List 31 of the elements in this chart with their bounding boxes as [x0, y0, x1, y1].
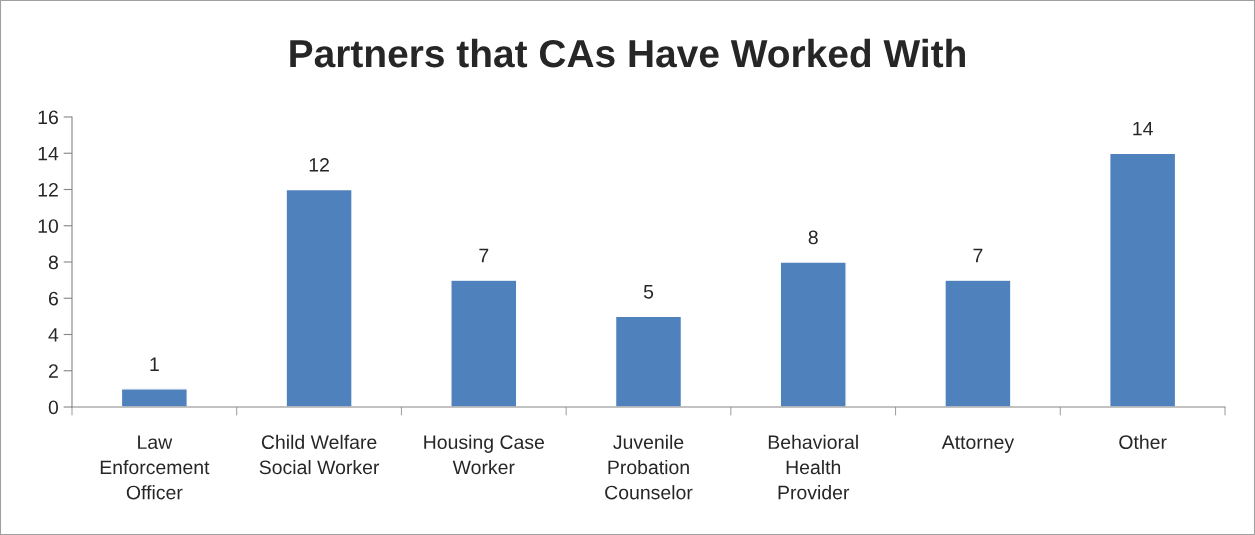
x-tick-label: Law Enforcement Officer: [100, 435, 210, 500]
data-label: 12: [309, 158, 329, 172]
data-label: 14: [1133, 121, 1153, 136]
y-tick-label: 6: [48, 291, 58, 306]
y-tick-label: 4: [48, 328, 59, 342]
x-tick-label: Attorney: [941, 435, 1015, 453]
x-tick-label: Housing Case Worker: [424, 434, 544, 475]
y-tick-label: 10: [38, 219, 59, 233]
y-tick-label: 14: [38, 146, 59, 161]
bar: [779, 261, 847, 407]
x-tick-label: Child Welfare Social Worker: [259, 434, 380, 475]
y-tick-label: 0: [48, 400, 59, 415]
chart-title: Partners that CAs Have Worked With: [290, 38, 965, 68]
bar: [614, 315, 683, 407]
bar: [285, 188, 353, 407]
bar: [944, 279, 1012, 407]
data-label: 5: [643, 285, 654, 299]
y-tick-label: 16: [38, 110, 58, 125]
bar: [450, 279, 518, 407]
y-tick-label: 12: [38, 182, 58, 197]
data-label: 1: [150, 357, 159, 371]
data-label: 7: [479, 248, 489, 263]
bar: [1109, 152, 1177, 407]
x-tick-label: Other: [1119, 434, 1167, 450]
data-label: 7: [973, 248, 983, 263]
x-tick-label: Behavioral Health Provider: [768, 434, 858, 500]
bar: [120, 388, 188, 407]
y-tick-label: 8: [48, 255, 58, 270]
y-tick-label: 2: [48, 364, 58, 378]
data-label: 8: [808, 230, 818, 245]
x-tick-label: Juvenile Probation Counselor: [605, 434, 693, 500]
